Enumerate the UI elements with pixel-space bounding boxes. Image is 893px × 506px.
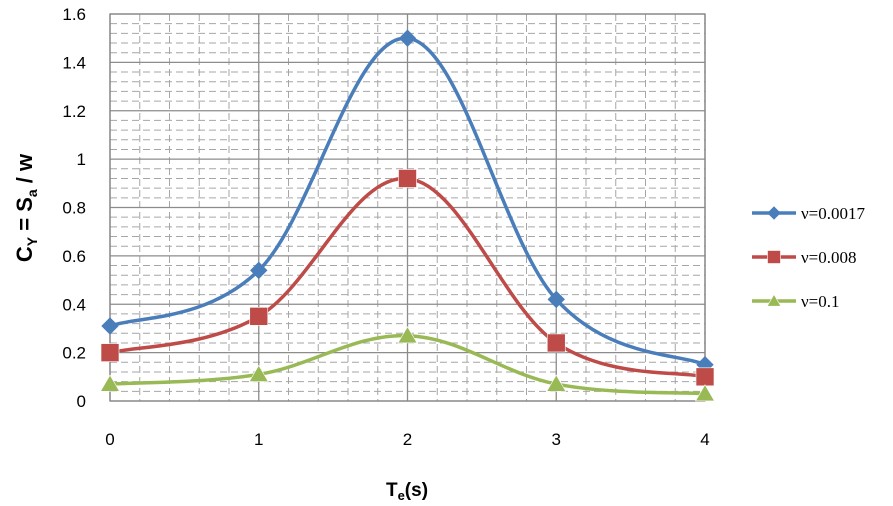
y-tick-label: 1.4 [62, 53, 86, 72]
plot-border [109, 13, 706, 402]
axis-ticks: 0 0.2 0.4 0.6 0.8 1 1.2 1.4 1.6 0 1 2 3 4 [62, 5, 709, 449]
legend-marker [766, 293, 782, 307]
y-axis-title: CY = Sa / w [12, 153, 40, 262]
x-tick-label: 1 [254, 430, 263, 449]
legend-entry: ν=0.008 [752, 248, 857, 267]
data-point [100, 374, 120, 392]
y-tick-label: 0.2 [62, 344, 86, 363]
series-group [100, 29, 715, 402]
legend-marker [767, 206, 781, 220]
legend-label: ν=0.0017 [801, 204, 866, 223]
series-2 [100, 169, 715, 387]
x-axis-title: Te(s) [386, 480, 428, 503]
data-point [695, 384, 715, 402]
y-tick-label: 0.6 [62, 247, 86, 266]
legend-marker [767, 250, 781, 264]
data-point [250, 261, 268, 280]
data-point [101, 317, 119, 335]
x-tick-label: 2 [403, 430, 412, 449]
series-3 [100, 326, 715, 402]
data-point [398, 29, 417, 47]
data-point [398, 169, 417, 188]
data-point [547, 290, 565, 309]
x-tick-label: 4 [700, 430, 709, 449]
legend-label: ν=0.1 [801, 292, 840, 311]
data-point [100, 343, 120, 362]
y-tick-label: 0 [77, 392, 86, 411]
y-tick-label: 1 [77, 150, 86, 169]
y-tick-label: 0.8 [62, 199, 86, 218]
x-tick-label: 0 [105, 430, 114, 449]
data-point [546, 374, 567, 392]
x-tick-label: 3 [552, 430, 561, 449]
data-point [397, 326, 418, 344]
data-point [695, 367, 715, 387]
data-point [546, 333, 566, 353]
data-point [248, 364, 269, 382]
legend: ν=0.0017 ν=0.008 ν=0.1 [752, 204, 866, 311]
y-tick-label: 1.2 [62, 102, 86, 121]
y-tick-label: 0.4 [62, 295, 86, 314]
legend-entry: ν=0.1 [752, 292, 840, 311]
legend-label: ν=0.008 [801, 248, 857, 267]
legend-entry: ν=0.0017 [752, 204, 866, 223]
data-point [249, 307, 269, 326]
y-tick-label: 1.6 [62, 5, 86, 24]
